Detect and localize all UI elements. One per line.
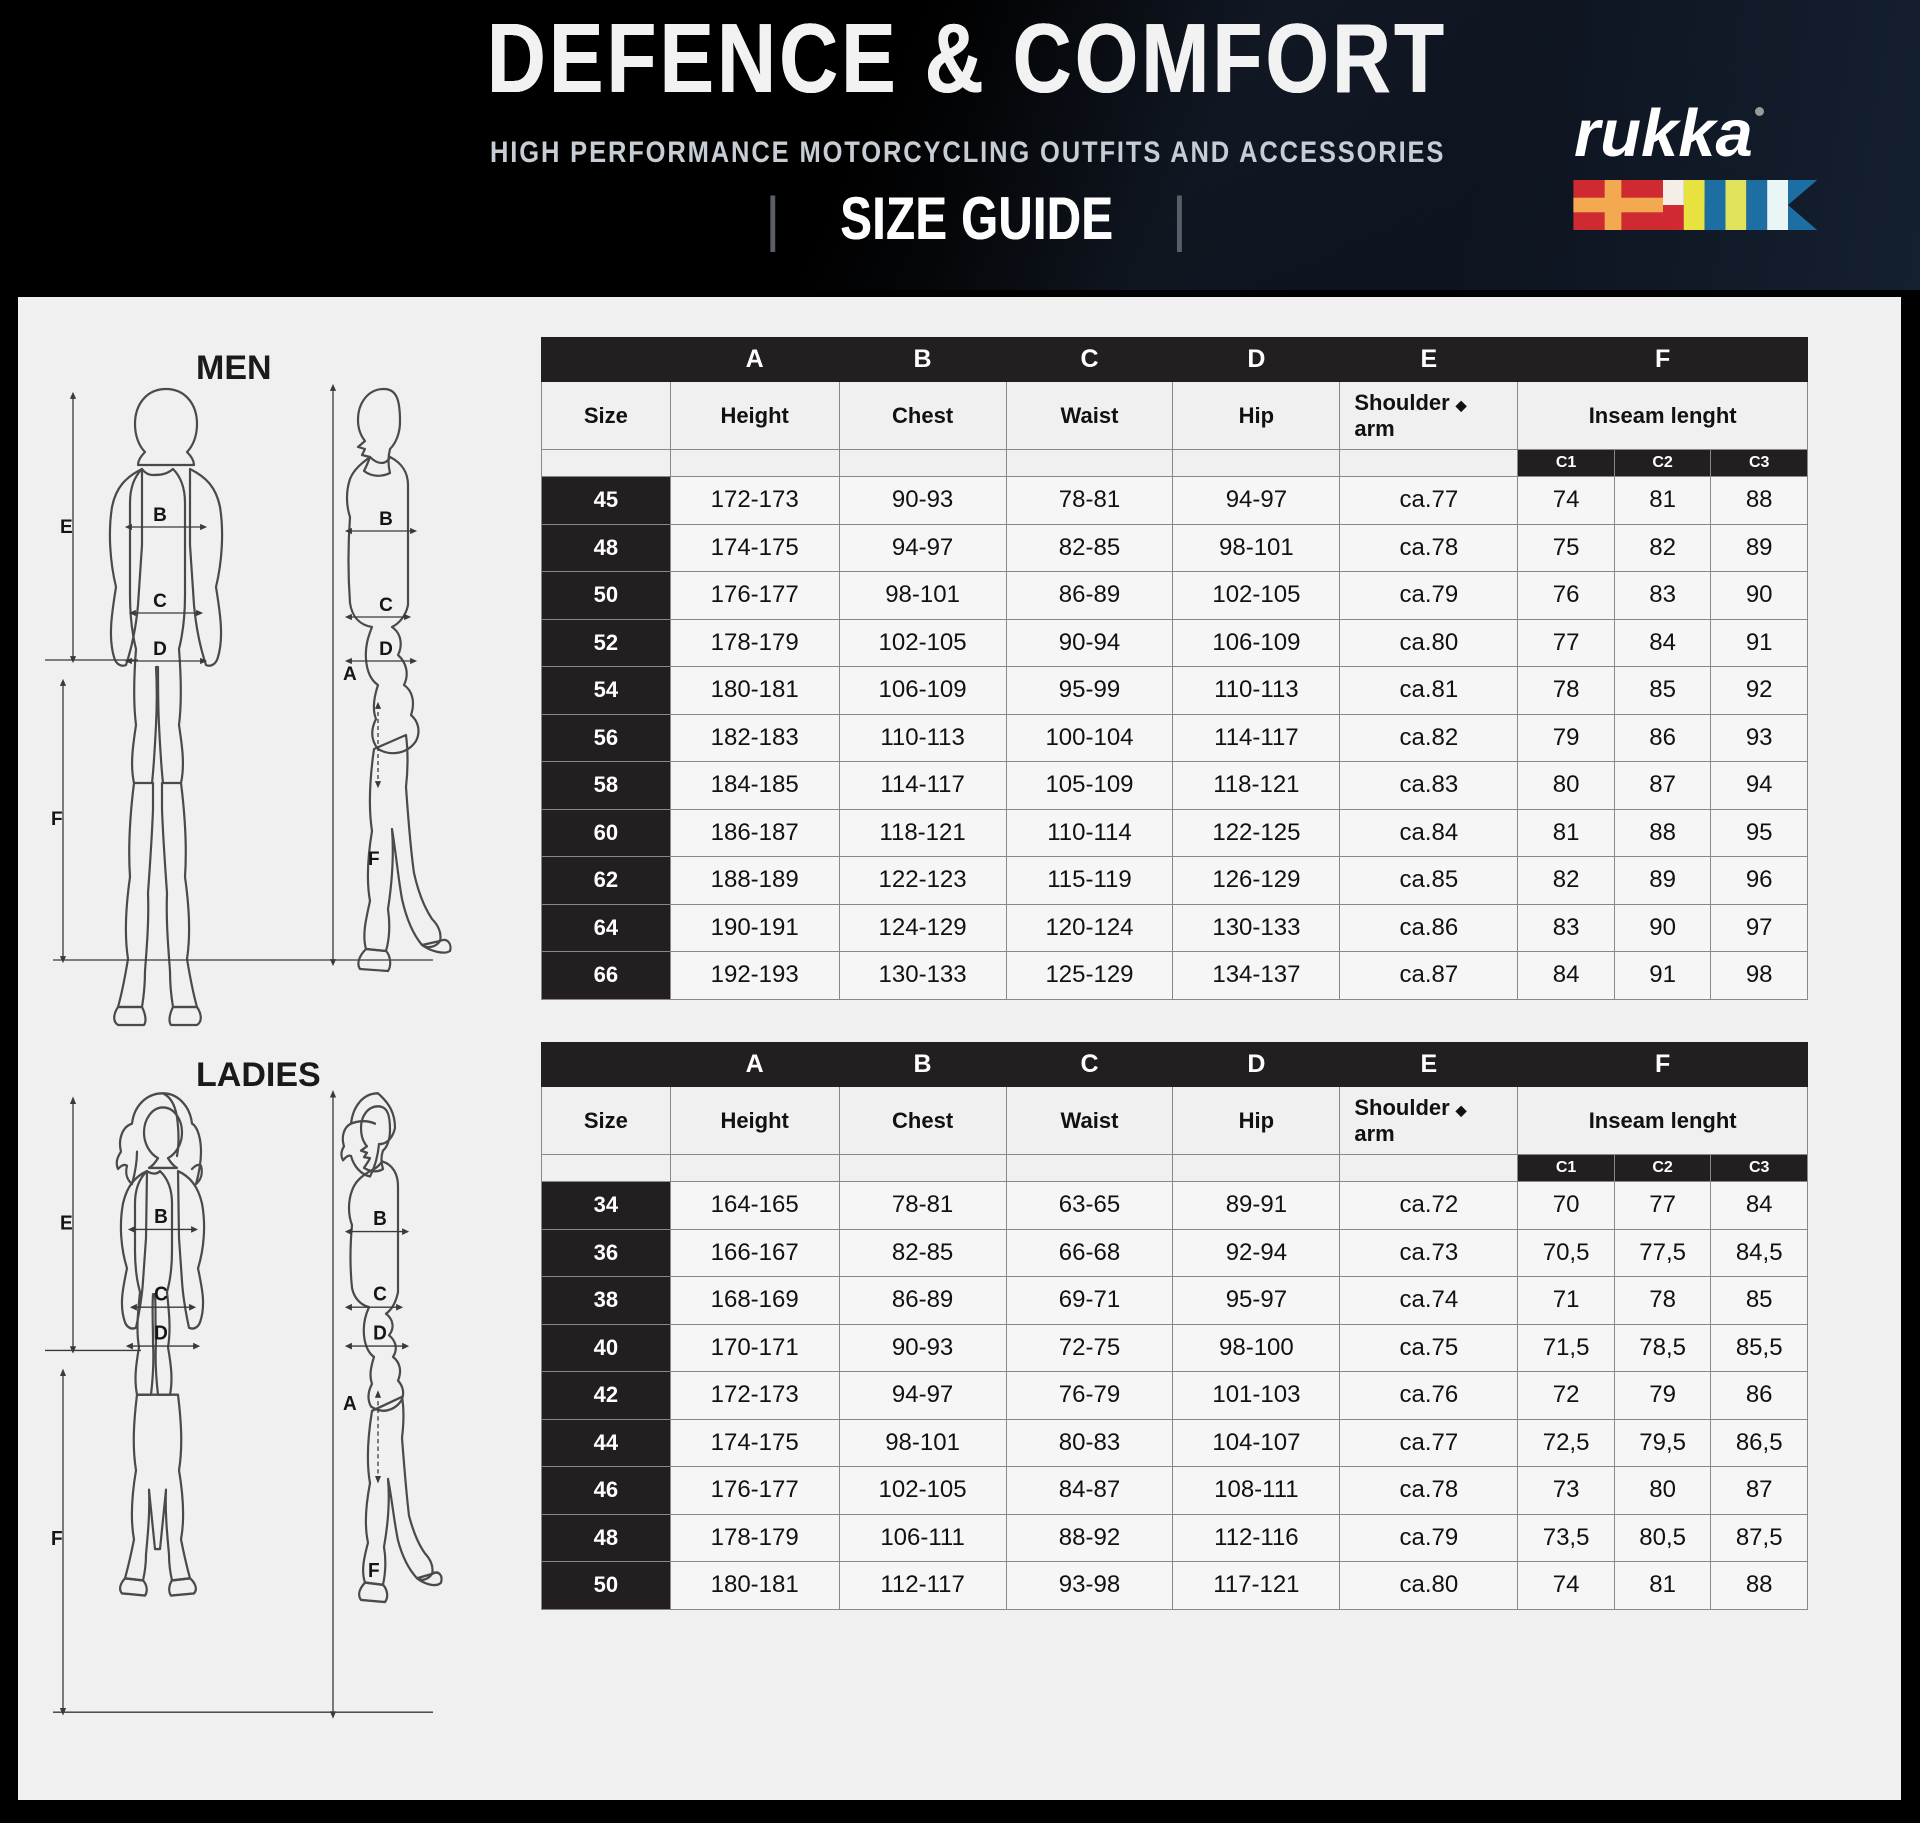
svg-text:B: B xyxy=(153,505,167,526)
svg-text:C: C xyxy=(379,595,393,616)
svg-text:A: A xyxy=(343,1392,357,1415)
svg-text:D: D xyxy=(379,639,393,660)
svg-text:B: B xyxy=(154,1205,168,1228)
svg-text:E: E xyxy=(60,1212,73,1235)
svg-text:B: B xyxy=(373,1207,387,1230)
svg-text:F: F xyxy=(51,809,63,830)
svg-text:F: F xyxy=(51,1527,63,1550)
svg-text:D: D xyxy=(373,1322,387,1345)
svg-text:B: B xyxy=(379,509,393,530)
svg-text:D: D xyxy=(154,1322,168,1345)
svg-text:E: E xyxy=(60,517,73,538)
svg-text:A: A xyxy=(343,664,357,685)
svg-text:C: C xyxy=(153,591,167,612)
svg-text:C: C xyxy=(373,1283,387,1306)
svg-text:D: D xyxy=(153,639,167,660)
svg-text:C: C xyxy=(154,1283,168,1306)
svg-text:F: F xyxy=(368,849,380,870)
svg-text:F: F xyxy=(368,1560,380,1583)
